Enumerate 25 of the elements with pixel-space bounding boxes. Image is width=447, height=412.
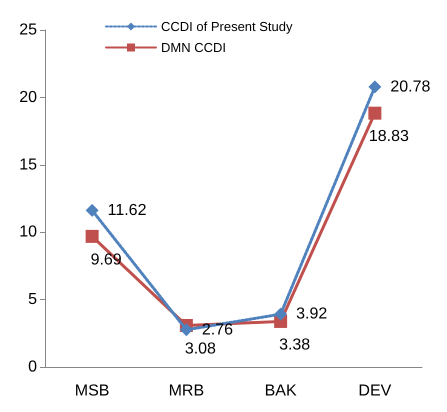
legend-label: CCDI of Present Study (161, 19, 293, 34)
x-tick-label: BAK (264, 382, 297, 400)
point (86, 204, 99, 217)
y-tick-label: 25 (19, 22, 38, 38)
y-tick-label: 20 (19, 88, 38, 106)
data-label: 3.92 (296, 306, 328, 323)
data-label: 11.62 (108, 202, 147, 219)
data-label: 2.76 (202, 321, 234, 338)
data-label: 3.08 (184, 340, 216, 358)
y-tick-label: 5 (28, 291, 38, 308)
legend-label: DMN CCDI (161, 40, 226, 55)
data-label: 18.83 (368, 128, 409, 146)
point (368, 80, 382, 94)
y-tick-label: 15 (19, 156, 38, 174)
point (368, 106, 382, 120)
x-tick-label: DEV (358, 382, 392, 400)
x-tick-label: MSB (74, 382, 110, 400)
x-tick-label: MRB (168, 382, 204, 400)
y-tick-label: 10 (19, 224, 38, 241)
data-label: 20.78 (390, 78, 431, 96)
data-label: 3.38 (279, 336, 310, 354)
point (274, 308, 288, 321)
y-tick-label: 0 (28, 358, 38, 376)
point (180, 323, 193, 336)
point (86, 230, 99, 243)
